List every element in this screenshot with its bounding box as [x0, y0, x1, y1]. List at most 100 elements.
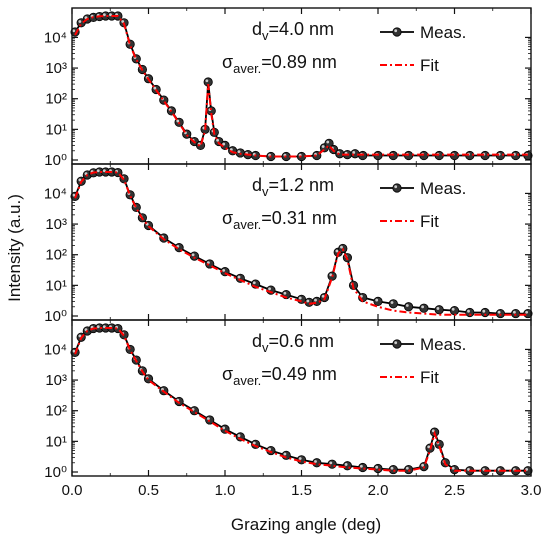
legend-fit-label: Fit — [420, 368, 439, 387]
data-point-highlight — [176, 119, 180, 123]
annotation-d-sub: v — [262, 28, 269, 43]
data-point-highlight — [153, 86, 157, 90]
data-point-highlight — [109, 13, 112, 17]
data-point-highlight — [405, 304, 409, 307]
data-point-highlight — [451, 307, 455, 311]
annotation-d-label: d — [252, 19, 262, 39]
data-point — [131, 54, 141, 64]
annotation-thickness: dv=1.2 nm — [252, 175, 334, 199]
y-tick-label: 10³ — [45, 372, 67, 389]
panel-bottom: 10⁰ 10¹ 10² 10³ 10⁴ dv=0.6 nm σaver.=0.49 nm Me… — [44, 319, 541, 499]
data-point-highlight — [497, 310, 501, 314]
annotation-thickness: dv=4.0 nm — [252, 19, 334, 43]
data-point — [388, 299, 398, 309]
data-point-highlight — [306, 299, 310, 303]
data-point-highlight — [329, 273, 333, 277]
data-point-highlight — [268, 447, 271, 451]
annotation-d-label: d — [252, 175, 262, 195]
data-point-highlight — [237, 150, 241, 154]
data-point-highlight — [525, 310, 529, 314]
data-point-highlight — [237, 275, 241, 279]
data-point-highlight — [335, 249, 339, 253]
annotation-sigma-label: σ — [222, 364, 233, 384]
data-point-highlight — [216, 138, 219, 142]
data-point-highlight — [252, 281, 256, 285]
legend-meas-label: Meas. — [420, 335, 466, 354]
x-axis-title: Grazing angle (deg) — [231, 515, 381, 534]
data-point — [495, 308, 505, 319]
x-tick-label: 2.5 — [444, 482, 465, 499]
panel-top: 10⁰ 10¹ 10² 10³ 10⁴ dv=4.0 nm σaver.=0.89 nm Me… — [44, 7, 533, 169]
x-tick-label: 2.0 — [368, 482, 389, 499]
legend-meas-marker — [392, 27, 402, 37]
data-point-highlight — [451, 466, 455, 470]
data-point-highlight — [329, 461, 333, 465]
legend-meas-label: Meas. — [420, 179, 466, 198]
data-point-highlight — [390, 466, 394, 470]
annotation-d-sub: v — [262, 340, 269, 355]
annotation-d-value: =4.0 nm — [269, 19, 335, 39]
data-point-highlight — [436, 307, 440, 310]
data-point-highlight — [78, 178, 82, 182]
data-point-highlight — [96, 169, 100, 173]
data-point — [434, 305, 444, 315]
annotation-thickness: dv=0.6 nm — [252, 331, 334, 355]
panel-middle: 10⁰ 10¹ 10² 10³ 10⁴ dv=1.2 nm σaver.=0.31 nm Me… — [44, 163, 533, 325]
y-tick-label: 10³ — [45, 60, 67, 77]
data-point-highlight — [390, 301, 394, 304]
legend-meas-marker-highlight — [394, 185, 398, 189]
annotation-d-value: =0.6 nm — [269, 331, 335, 351]
data-point — [403, 302, 414, 312]
data-point-highlight — [121, 20, 125, 23]
data-point-highlight — [321, 145, 325, 148]
y-tick-label: 10¹ — [45, 121, 67, 138]
data-point-highlight — [72, 193, 76, 197]
data-point-highlight — [467, 309, 470, 313]
data-point-highlight — [482, 309, 486, 313]
data-point-highlight — [360, 464, 363, 468]
data-point — [131, 202, 141, 212]
annotation-d-sub: v — [262, 184, 269, 199]
annotation-sigma-label: σ — [222, 208, 233, 228]
data-point-highlight — [222, 268, 226, 272]
y-tick-label: 10⁴ — [44, 29, 67, 46]
data-point-highlight — [326, 140, 330, 144]
data-point-highlight — [344, 463, 348, 466]
data-point-highlight — [78, 20, 82, 23]
annotation-d-value: =1.2 nm — [269, 175, 335, 195]
data-point-highlight — [314, 298, 317, 302]
data-point-highlight — [237, 434, 241, 437]
annotation-d-label: d — [252, 331, 262, 351]
data-point — [159, 95, 169, 105]
y-tick-label: 10² — [45, 247, 67, 264]
data-point-highlight — [513, 310, 516, 314]
legend-fit-label: Fit — [420, 56, 439, 75]
annotation-roughness: σaver.=0.31 nm — [222, 208, 337, 232]
y-tick-label: 10² — [45, 91, 67, 108]
legend-meas-label: Meas. — [420, 23, 466, 42]
y-tick-label: 10⁴ — [44, 341, 67, 358]
data-point-highlight — [72, 349, 76, 353]
data-point-highlight — [96, 325, 100, 329]
data-point-highlight — [222, 426, 226, 430]
data-point — [189, 251, 199, 261]
y-tick-label: 10² — [45, 403, 67, 420]
data-point-highlight — [375, 465, 379, 469]
y-tick-label: 10⁰ — [44, 464, 67, 481]
y-axis-title: Intensity (a.u.) — [5, 194, 24, 302]
data-point — [373, 296, 383, 306]
data-point-highlight — [314, 460, 317, 463]
data-point-highlight — [252, 441, 256, 445]
data-point-highlight — [268, 287, 271, 291]
data-point-highlight — [102, 13, 106, 17]
data-point-highlight — [421, 305, 424, 309]
data-point-highlight — [283, 452, 287, 456]
data-point-highlight — [431, 429, 435, 433]
data-point-highlight — [205, 79, 209, 83]
data-point — [449, 464, 460, 475]
data-point-highlight — [405, 466, 409, 470]
data-point-highlight — [222, 142, 226, 146]
data-point-highlight — [321, 294, 325, 298]
data-point-highlight — [102, 325, 106, 329]
